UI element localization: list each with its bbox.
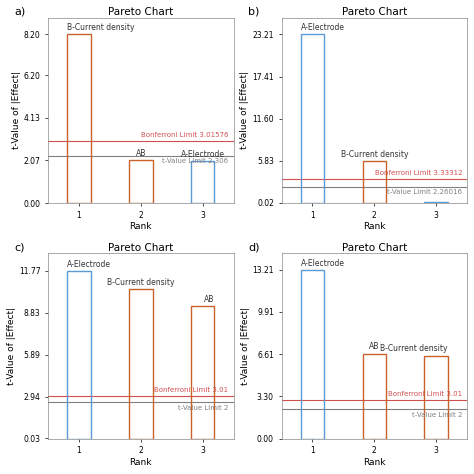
Text: a): a): [15, 7, 26, 17]
Bar: [301, 34, 324, 203]
Text: Bonferroni Limit 3.01: Bonferroni Limit 3.01: [155, 387, 228, 393]
Title: Pareto Chart: Pareto Chart: [108, 243, 173, 253]
Text: t-Value Limit 2: t-Value Limit 2: [412, 412, 462, 418]
Title: Pareto Chart: Pareto Chart: [342, 7, 407, 17]
Text: AB: AB: [136, 148, 146, 157]
Bar: [363, 161, 386, 203]
Bar: [129, 160, 153, 203]
Y-axis label: t-Value of |Effect|: t-Value of |Effect|: [7, 307, 16, 385]
Text: t-Value Limit 2.306: t-Value Limit 2.306: [163, 158, 228, 164]
Text: A-Electrode: A-Electrode: [181, 150, 225, 159]
Text: A-Electrode: A-Electrode: [67, 260, 111, 269]
Text: t-Value Limit 2.26016: t-Value Limit 2.26016: [387, 190, 462, 195]
Text: Bonferroni Limit 3.01: Bonferroni Limit 3.01: [388, 392, 462, 397]
Bar: [191, 306, 214, 438]
Text: B-Current density: B-Current density: [340, 150, 408, 159]
Text: AB: AB: [369, 342, 380, 351]
Y-axis label: t-Value of |Effect|: t-Value of |Effect|: [11, 71, 20, 149]
Text: Bonferroni Limit 3.33312: Bonferroni Limit 3.33312: [374, 170, 462, 176]
Title: Pareto Chart: Pareto Chart: [108, 7, 173, 17]
Text: d): d): [248, 242, 260, 252]
Y-axis label: t-Value of |Effect|: t-Value of |Effect|: [241, 307, 250, 385]
Text: B-Current density: B-Current density: [67, 23, 135, 32]
Text: t-Value Limit 2: t-Value Limit 2: [178, 405, 228, 411]
Text: A-Electrode: A-Electrode: [301, 23, 345, 32]
Bar: [424, 356, 448, 438]
Bar: [301, 270, 324, 438]
Text: B-Current density: B-Current density: [107, 278, 174, 287]
Text: b): b): [248, 7, 259, 17]
Bar: [424, 202, 448, 203]
Bar: [67, 271, 91, 438]
Bar: [191, 161, 214, 203]
X-axis label: Rank: Rank: [363, 222, 385, 231]
X-axis label: Rank: Rank: [129, 458, 152, 467]
Bar: [67, 34, 91, 203]
Text: AB: AB: [204, 295, 214, 304]
X-axis label: Rank: Rank: [363, 458, 385, 467]
X-axis label: Rank: Rank: [129, 222, 152, 231]
Text: B-Current density: B-Current density: [380, 344, 448, 353]
Bar: [363, 354, 386, 438]
Bar: [129, 289, 153, 438]
Y-axis label: t-Value of |Effect|: t-Value of |Effect|: [240, 71, 249, 149]
Title: Pareto Chart: Pareto Chart: [342, 243, 407, 253]
Text: A-Electrode: A-Electrode: [301, 259, 345, 268]
Text: Bonferroni Limit 3.01576: Bonferroni Limit 3.01576: [141, 132, 228, 138]
Text: c): c): [15, 242, 25, 252]
